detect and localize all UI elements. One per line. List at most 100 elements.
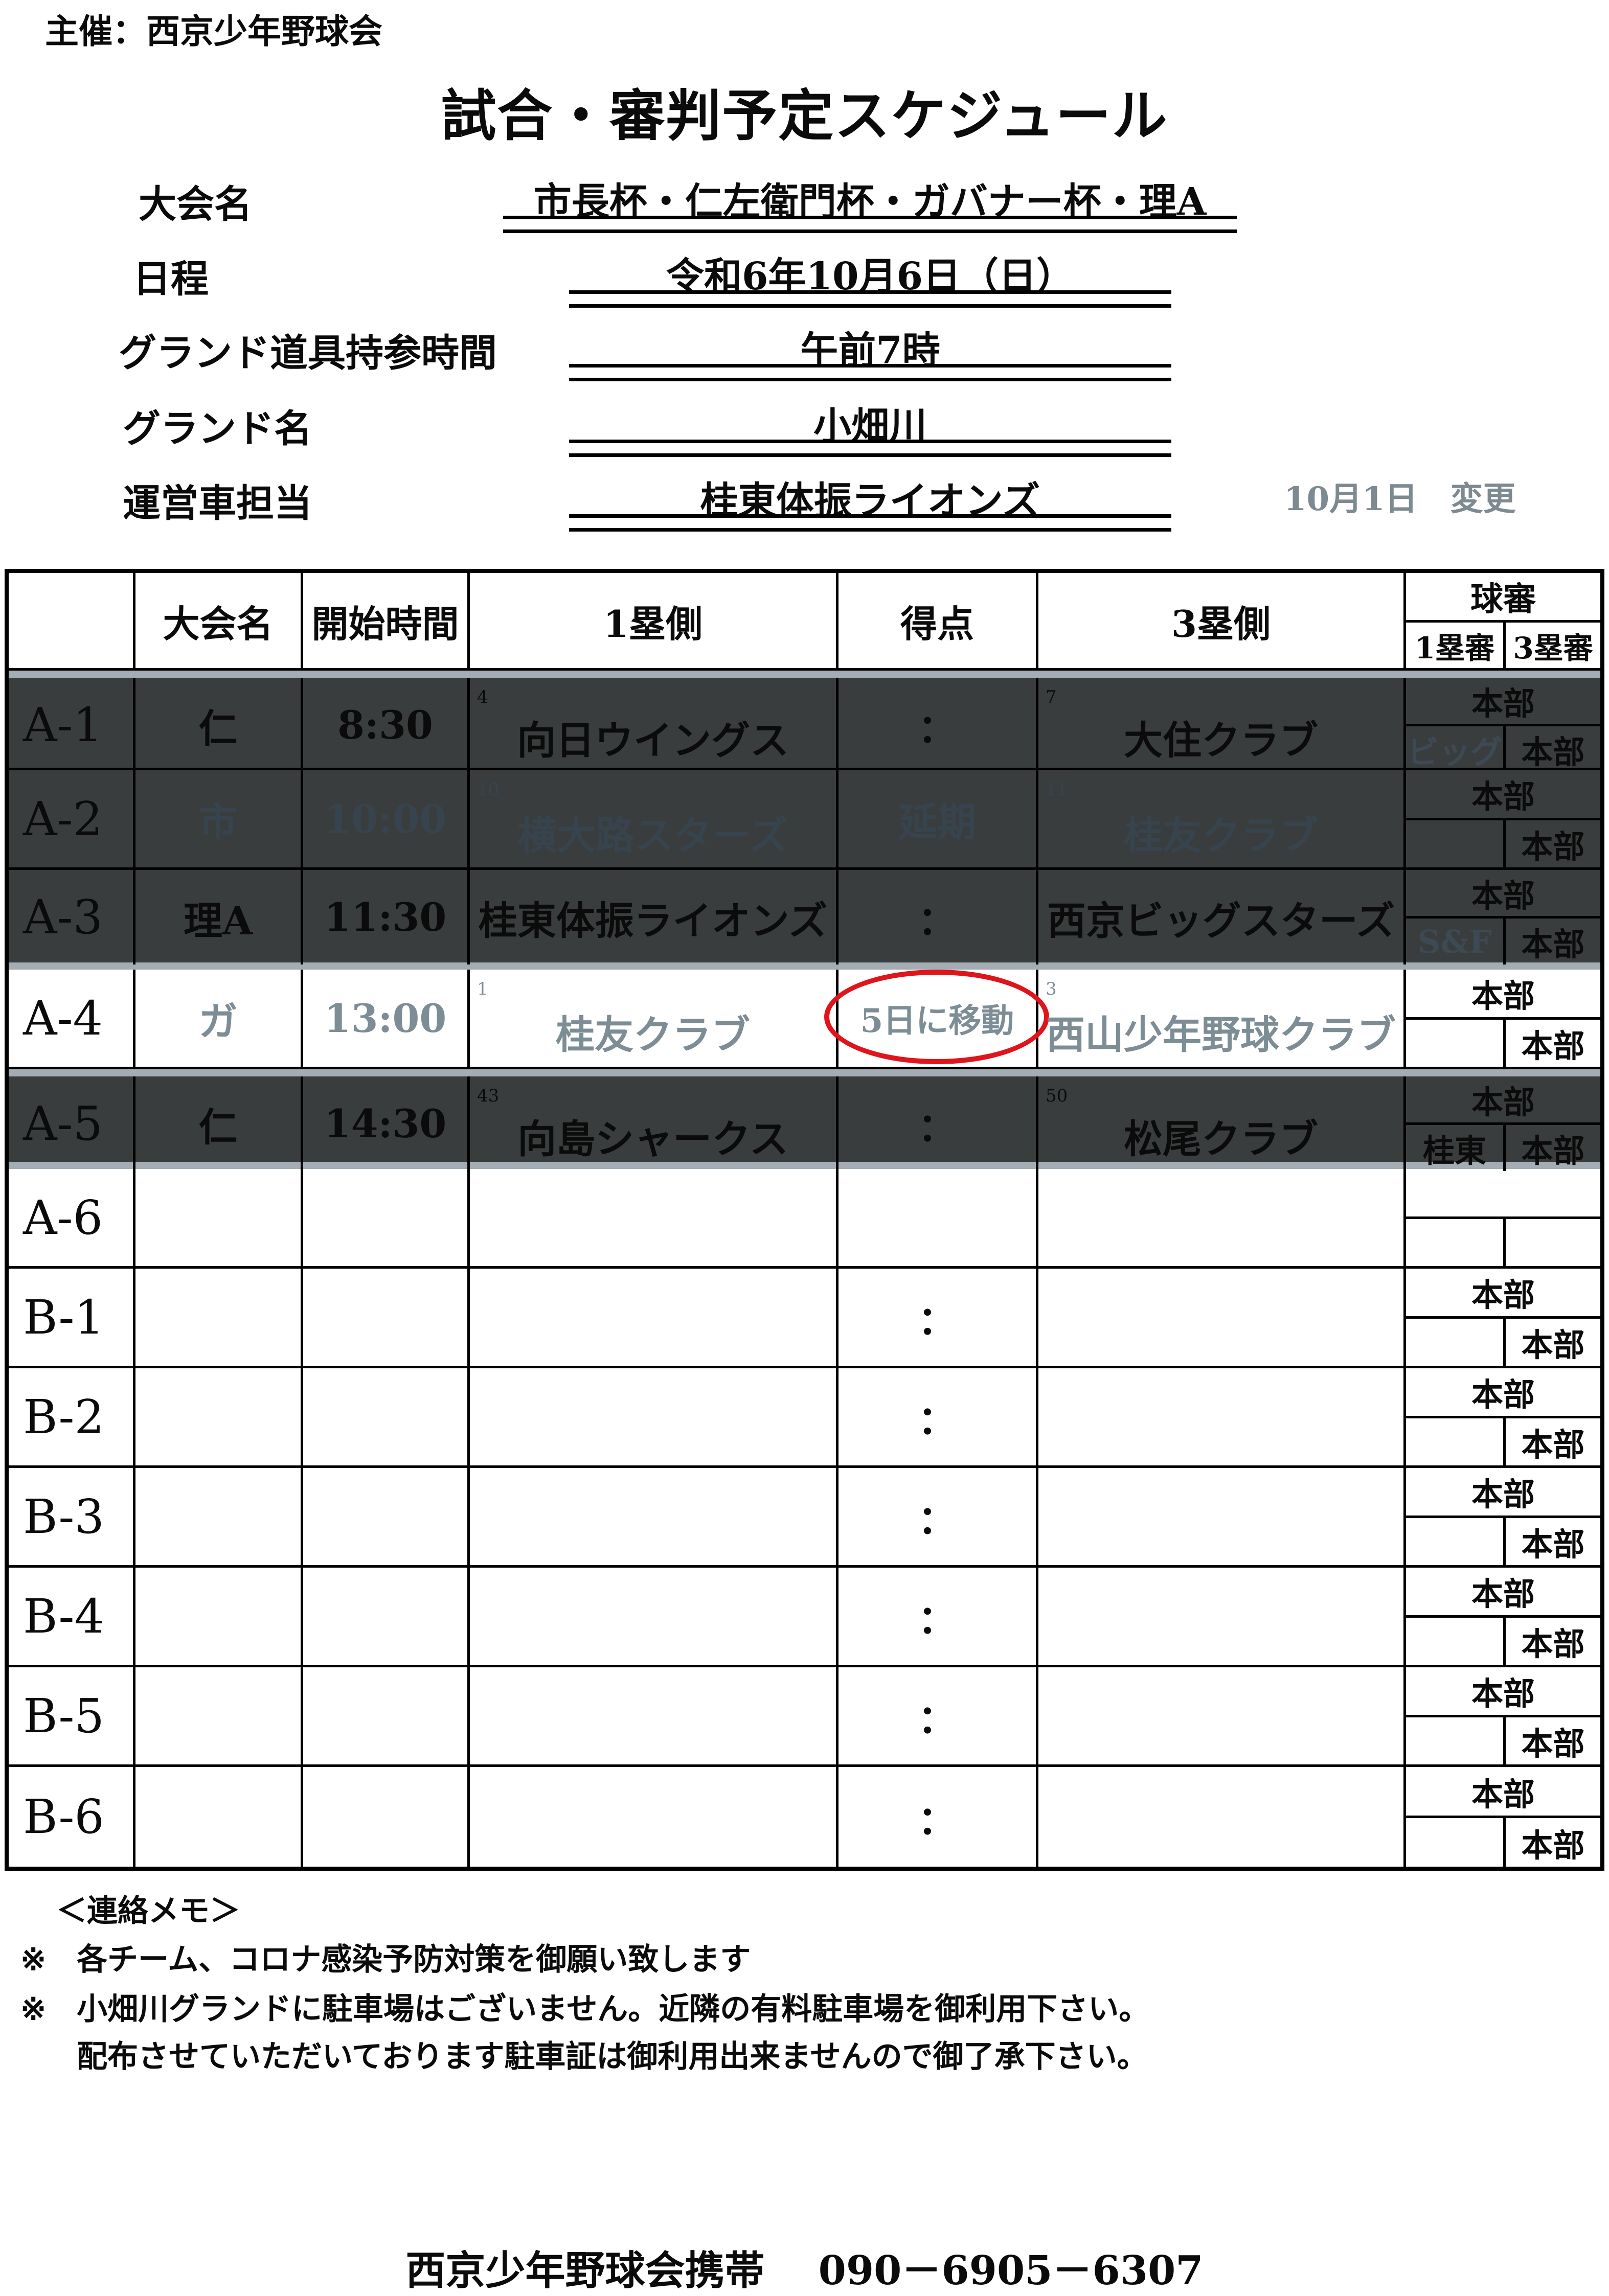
umpire-3b: 本部 xyxy=(1521,733,1585,771)
umpire-1b xyxy=(1406,1418,1506,1465)
umpire-cell: 本部 本部 xyxy=(1406,1568,1600,1665)
score: ： xyxy=(918,1397,957,1443)
score: 5日に移動 xyxy=(860,1002,1014,1040)
umpire-cell: 本部 本部 xyxy=(1406,1368,1600,1465)
umpire-1b: ビッグ xyxy=(1406,726,1506,772)
table-row: A-5 仁 14:30 43 向島シャークス ： 50 松尾クラブ 本部 桂東 xyxy=(9,1069,1600,1171)
team-seed: 10 xyxy=(477,779,500,800)
score-cell: ： xyxy=(839,1269,1038,1366)
umpire-main: 本部 xyxy=(1406,1468,1600,1518)
score: ： xyxy=(918,1797,957,1843)
umpire-1b xyxy=(1406,820,1506,867)
team-name: 松尾クラブ xyxy=(1124,1116,1318,1162)
umpire-cell: 本部 本部 xyxy=(1406,1269,1600,1366)
tournament-cell: ガ xyxy=(135,970,303,1067)
header-umpire: 球審 xyxy=(1406,573,1600,623)
organizer-label: 主催：西京少年野球会 xyxy=(45,11,382,51)
header-third-base-side: 3塁側 xyxy=(1038,573,1406,668)
third-base-team-cell xyxy=(1038,1169,1406,1266)
score-cell: ： xyxy=(839,870,1038,965)
umpire-1b xyxy=(1406,1318,1506,1366)
underline xyxy=(569,364,1171,381)
umpire-3b: 本部 xyxy=(1521,828,1585,865)
team-name: 桂友クラブ xyxy=(1124,813,1318,858)
umpire-main: 本部 xyxy=(1406,1568,1600,1618)
tournament-cell xyxy=(135,1767,303,1867)
note-item: ※ 小畑川グランドに駐車場はございません。近隣の有料駐車場を御利用下さい。 xyxy=(20,1984,1149,2029)
start-time-cell xyxy=(303,1667,470,1764)
umpire-cell: 本部 本部 xyxy=(1406,970,1600,1067)
table-row: B-3 ： 本部 本部 xyxy=(9,1468,1600,1568)
first-base-team-cell xyxy=(470,1767,839,1867)
header-umpire-3b: 3塁審 xyxy=(1513,630,1593,665)
third-base-team-cell: 西京ビッグスターズ xyxy=(1038,870,1406,965)
score: ： xyxy=(918,705,957,751)
first-base-team-cell: 1 桂友クラブ xyxy=(470,970,839,1067)
note-mark: ※ xyxy=(20,1991,47,2027)
match-id: A-3 xyxy=(9,870,135,965)
umpire-1b xyxy=(1406,1818,1506,1867)
table-row: B-4 ： 本部 本部 xyxy=(9,1568,1600,1667)
umpire-3b: 本部 xyxy=(1521,1625,1585,1663)
score: ： xyxy=(918,1696,957,1742)
umpire-1b xyxy=(1406,1617,1506,1665)
header-start-time: 開始時間 xyxy=(303,573,470,668)
underline xyxy=(503,216,1237,233)
tournament-cell xyxy=(135,1667,303,1764)
start-time-cell xyxy=(303,1568,470,1665)
first-base-team-cell xyxy=(470,1667,839,1764)
umpire-3b: 本部 xyxy=(1521,1725,1585,1762)
score-cell: ： xyxy=(839,1667,1038,1764)
umpire-3b: 本部 xyxy=(1521,1132,1585,1169)
third-base-team-cell: 11 桂友クラブ xyxy=(1038,770,1406,867)
third-base-team-cell: 7 大住クラブ xyxy=(1038,678,1406,772)
header-tournament: 大会名 xyxy=(135,573,303,668)
start-time-cell xyxy=(303,1269,470,1366)
umpire-main: 本部 xyxy=(1406,1368,1600,1418)
start-time-cell xyxy=(303,1468,470,1565)
tournament-cell: 市 xyxy=(135,770,303,867)
umpire-3b: 本部 xyxy=(1521,1326,1585,1364)
umpire-3b: 本部 xyxy=(1521,1426,1585,1463)
umpire-1b xyxy=(1406,1019,1506,1067)
table-row: A-1 仁 8:30 4 向日ウイングス ： 7 大住クラブ 本部 ビッグ xyxy=(9,671,1600,772)
note-mark: ※ xyxy=(20,1942,47,1978)
umpire-main xyxy=(1406,1169,1600,1219)
score-cell: 延期 xyxy=(839,770,1038,867)
umpire-3b: 本部 xyxy=(1521,1826,1585,1864)
third-base-team-cell xyxy=(1038,1667,1406,1764)
tournament-cell: 仁 xyxy=(135,1076,303,1171)
umpire-1b xyxy=(1406,1219,1506,1266)
third-base-team-cell: 50 松尾クラブ xyxy=(1038,1076,1406,1171)
umpire-main: 本部 xyxy=(1406,678,1600,726)
red-circle-annotation xyxy=(824,970,1049,1064)
match-id: B-6 xyxy=(9,1767,135,1867)
umpire-cell: 本部 本部 xyxy=(1406,1667,1600,1764)
umpire-3b: 本部 xyxy=(1521,1027,1585,1065)
start-time-cell xyxy=(303,1169,470,1266)
score-cell: ： xyxy=(839,1368,1038,1465)
match-id: A-4 xyxy=(9,970,135,1067)
table-row: B-6 ： 本部 本部 xyxy=(9,1767,1600,1867)
third-base-team-cell: 3 西山少年野球クラブ xyxy=(1038,970,1406,1067)
start-time-cell: 14:30 xyxy=(303,1076,470,1171)
notes-title: ＜連絡メモ＞ xyxy=(56,1893,240,1929)
table-row: B-1 ： 本部 本部 xyxy=(9,1269,1600,1368)
score-cell: ： xyxy=(839,678,1038,772)
score-cell: 5日に移動 xyxy=(824,970,1049,1067)
tournament-cell xyxy=(135,1568,303,1665)
team-name: 桂東体振ライオンズ xyxy=(478,898,828,944)
header-score: 得点 xyxy=(839,573,1038,668)
tournament-cell xyxy=(135,1169,303,1266)
table-row: B-5 ： 本部 本部 xyxy=(9,1667,1600,1767)
umpire-main: 本部 xyxy=(1406,970,1600,1020)
score-cell: ： xyxy=(839,1468,1038,1565)
header-first-base-side: 1塁側 xyxy=(470,573,839,668)
team-name: 西京ビッグスターズ xyxy=(1047,898,1395,944)
umpire-cell: 本部 桂東 本部 xyxy=(1406,1076,1600,1171)
team-name: 向島シャークス xyxy=(517,1116,788,1162)
team-name: 大住クラブ xyxy=(1124,718,1318,763)
start-time-cell xyxy=(303,1767,470,1867)
info-label-ground: グランド名 xyxy=(123,407,312,451)
third-base-team-cell xyxy=(1038,1568,1406,1665)
